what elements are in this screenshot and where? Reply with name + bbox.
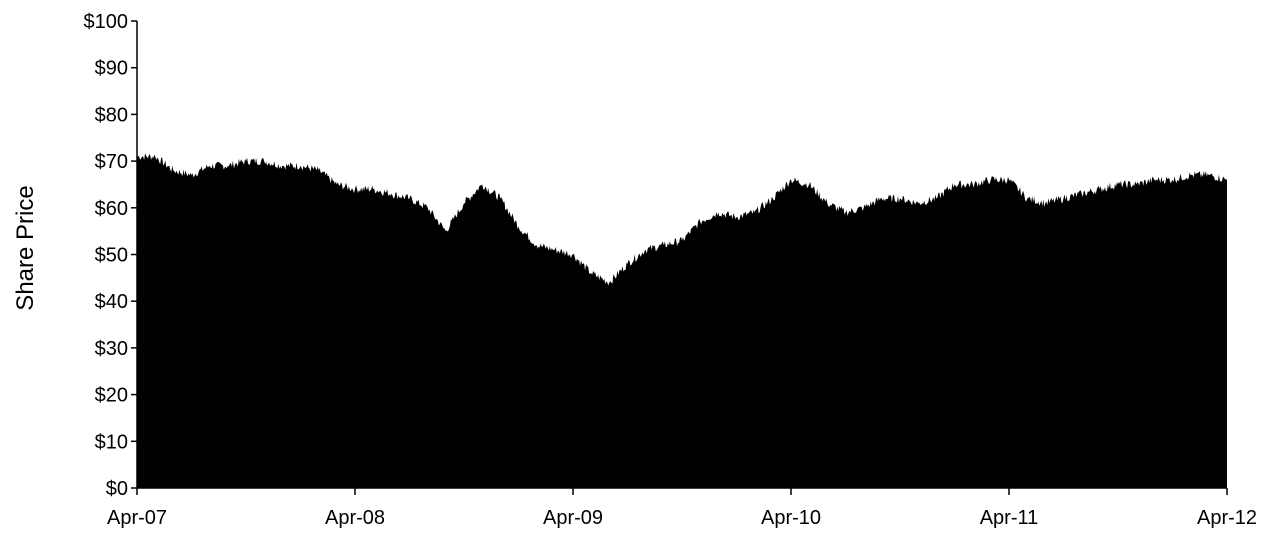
y-axis: $0 $10 $20 $30 $40 $50 $60 $70 $80 $90 $100 (84, 11, 138, 500)
x-tick-label: Apr-12 (1197, 507, 1257, 529)
x-axis: Apr-07 Apr-08 Apr-09 Apr-10 Apr-11 Apr-12 (107, 487, 1257, 529)
y-tick-label: $90 (95, 58, 128, 80)
y-tick-label: $0 (106, 478, 128, 500)
y-tick-label: $70 (95, 151, 128, 173)
y-tick-label: $100 (84, 11, 129, 33)
y-tick-label: $60 (95, 198, 128, 220)
y-tick-label: $50 (95, 245, 128, 267)
y-tick-label: $10 (95, 431, 128, 453)
y-tick-label: $40 (95, 291, 128, 313)
x-tick-label: Apr-09 (543, 507, 603, 529)
x-tick-label: Apr-07 (107, 507, 167, 529)
x-tick-label: Apr-10 (761, 507, 821, 529)
x-tick-label: Apr-11 (980, 507, 1039, 529)
x-tick-label: Apr-08 (325, 507, 385, 529)
plot-area (137, 153, 1227, 488)
share-price-area (137, 153, 1227, 488)
y-axis-title: Share Price (12, 185, 39, 310)
y-tick-label: $30 (95, 338, 128, 360)
y-tick-label: $20 (95, 385, 128, 407)
y-tick-label: $80 (95, 104, 128, 126)
